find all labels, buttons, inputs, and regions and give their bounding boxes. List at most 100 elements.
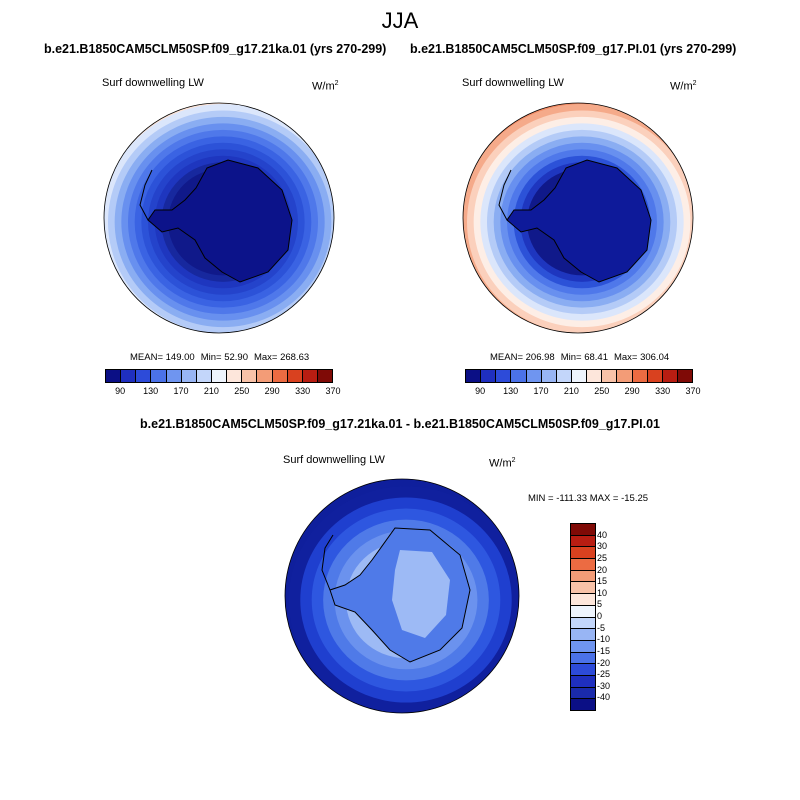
colorbar-tick-label: 330 — [655, 386, 671, 396]
colorbar-tick-label: 210 — [563, 386, 579, 396]
colorbar-swatch — [571, 687, 595, 700]
colorbar-swatch — [541, 370, 557, 382]
colorbar-swatch — [526, 370, 542, 382]
colorbar-swatch — [571, 559, 595, 571]
right-case-title: b.e21.B1850CAM5CLM50SP.f09_g17.PI.01 (yr… — [410, 42, 737, 56]
colorbar-swatch — [571, 629, 595, 641]
colorbar-tick-label: -40 — [597, 692, 611, 703]
left-variable-label: Surf downwelling LW — [102, 77, 204, 89]
colorbar-swatch — [647, 370, 663, 382]
diff-colorbar-ticks: 40 30 25 20 15 10 5 0 -5 -10 -15 -20 -25 -30 -40 — [597, 523, 637, 709]
colorbar-tick-label: 210 — [203, 386, 219, 396]
right-variable-label: Surf downwelling LW — [462, 77, 564, 89]
colorbar-swatch — [571, 535, 595, 548]
colorbar-tick-label: 250 — [594, 386, 610, 396]
colorbar-tick-label: 10 — [597, 587, 608, 598]
colorbar-tick-label: 0 — [597, 611, 603, 621]
left-map-border — [103, 102, 335, 334]
colorbar-tick-label: 370 — [325, 386, 341, 396]
diff-units-label: W/m2 — [489, 457, 516, 470]
diff-interior-highlight — [392, 550, 450, 638]
colorbar-swatch — [602, 370, 618, 382]
right-peninsula-coastline — [498, 169, 512, 221]
colorbar-swatch — [587, 370, 603, 382]
colorbar-tick-label: -25 — [597, 669, 611, 680]
right-stats: MEAN= 206.98 Min= 68.41 Max= 306.04 — [490, 352, 670, 363]
right-colorbar — [465, 369, 693, 383]
diff-peninsula-coastline — [321, 534, 334, 591]
colorbar-tick-label: 290 — [264, 386, 280, 396]
left-antarctica-coastline — [147, 159, 293, 283]
colorbar-tick-label: 40 — [597, 529, 608, 540]
colorbar-swatch — [571, 370, 588, 382]
colorbar-swatch — [242, 370, 258, 382]
colorbar-swatch — [272, 370, 288, 382]
colorbar-tick-label: 90 — [475, 386, 486, 396]
colorbar-swatch — [571, 675, 595, 688]
colorbar-tick-label: 130 — [143, 386, 159, 396]
colorbar-swatch — [571, 664, 595, 676]
colorbar-swatch — [632, 370, 648, 382]
colorbar-tick-label: -10 — [597, 634, 611, 645]
colorbar-swatch — [571, 582, 595, 595]
colorbar-swatch — [481, 370, 497, 382]
colorbar-tick-label: -15 — [597, 645, 611, 656]
colorbar-swatch — [571, 617, 595, 630]
colorbar-swatch — [466, 370, 482, 382]
colorbar-tick-label: 250 — [234, 386, 250, 396]
right-map-border — [462, 102, 694, 334]
colorbar-tick-label: -5 — [597, 622, 606, 633]
colorbar-swatch — [151, 370, 167, 382]
right-units-label: W/m2 — [670, 80, 697, 93]
colorbar-swatch — [571, 640, 595, 653]
left-colorbar — [105, 369, 333, 383]
diff-minmax: MIN = -111.33 MAX = -15.25 — [528, 493, 649, 504]
colorbar-tick-label: -20 — [597, 657, 611, 668]
colorbar-swatch — [106, 370, 122, 382]
colorbar-swatch — [302, 370, 318, 382]
colorbar-tick-label: 170 — [173, 386, 189, 396]
colorbar-swatch — [571, 605, 595, 618]
colorbar-swatch — [227, 370, 243, 382]
colorbar-swatch — [556, 370, 572, 382]
diff-case-title: b.e21.B1850CAM5CLM50SP.f09_g17.21ka.01 -… — [140, 417, 660, 431]
diff-variable-label: Surf downwelling LW — [283, 454, 385, 466]
colorbar-tick-label: 15 — [597, 576, 608, 587]
left-case-title: b.e21.B1850CAM5CLM50SP.f09_g17.21ka.01 (… — [44, 42, 387, 56]
colorbar-swatch — [136, 370, 152, 382]
colorbar-tick-label: 370 — [685, 386, 701, 396]
colorbar-swatch — [571, 699, 595, 710]
colorbar-swatch — [571, 594, 595, 606]
diff-colorbar — [570, 523, 596, 711]
colorbar-swatch — [571, 524, 595, 536]
colorbar-swatch — [571, 570, 595, 583]
left-peninsula-coastline — [139, 169, 153, 221]
colorbar-swatch — [511, 370, 527, 382]
colorbar-swatch — [211, 370, 228, 382]
season-title: JJA — [381, 8, 419, 33]
colorbar-tick-label: -30 — [597, 680, 611, 691]
colorbar-swatch — [662, 370, 678, 382]
colorbar-tick-label: 90 — [115, 386, 126, 396]
colorbar-swatch — [571, 547, 595, 560]
diff-map-border — [284, 478, 520, 714]
colorbar-tick-label: 130 — [503, 386, 519, 396]
colorbar-tick-label: 20 — [597, 564, 608, 575]
colorbar-tick-label: 25 — [597, 552, 608, 563]
colorbar-swatch — [166, 370, 182, 382]
colorbar-swatch — [617, 370, 633, 382]
colorbar-swatch — [677, 370, 693, 382]
colorbar-swatch — [196, 370, 212, 382]
colorbar-tick-label: 290 — [624, 386, 640, 396]
colorbar-swatch — [317, 370, 333, 382]
colorbar-tick-label: 170 — [533, 386, 549, 396]
left-units-label: W/m2 — [312, 80, 339, 93]
colorbar-swatch — [571, 652, 595, 665]
colorbar-swatch — [257, 370, 273, 382]
colorbar-tick-label: 5 — [597, 599, 603, 610]
left-stats: MEAN= 149.00 Min= 52.90 Max= 268.63 — [130, 352, 310, 363]
right-antarctica-coastline — [506, 159, 652, 283]
colorbar-swatch — [121, 370, 137, 382]
